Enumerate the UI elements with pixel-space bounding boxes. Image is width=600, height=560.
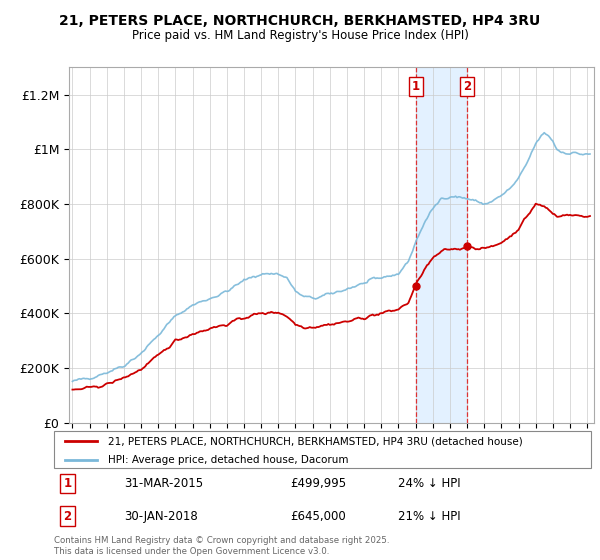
Text: 1: 1 xyxy=(412,80,419,94)
Text: 2: 2 xyxy=(64,510,71,523)
Text: £645,000: £645,000 xyxy=(290,510,346,523)
Text: 21, PETERS PLACE, NORTHCHURCH, BERKHAMSTED, HP4 3RU: 21, PETERS PLACE, NORTHCHURCH, BERKHAMST… xyxy=(59,14,541,28)
Text: 30-JAN-2018: 30-JAN-2018 xyxy=(124,510,197,523)
Text: 21, PETERS PLACE, NORTHCHURCH, BERKHAMSTED, HP4 3RU (detached house): 21, PETERS PLACE, NORTHCHURCH, BERKHAMST… xyxy=(108,436,523,446)
Text: £499,995: £499,995 xyxy=(290,477,346,490)
Text: Price paid vs. HM Land Registry's House Price Index (HPI): Price paid vs. HM Land Registry's House … xyxy=(131,29,469,42)
Bar xyxy=(416,67,467,423)
Text: 1: 1 xyxy=(64,477,71,490)
Text: 2: 2 xyxy=(463,80,471,94)
Text: HPI: Average price, detached house, Dacorum: HPI: Average price, detached house, Daco… xyxy=(108,455,348,465)
Text: 31-MAR-2015: 31-MAR-2015 xyxy=(124,477,203,490)
Text: 24% ↓ HPI: 24% ↓ HPI xyxy=(398,477,460,490)
Text: 21% ↓ HPI: 21% ↓ HPI xyxy=(398,510,460,523)
FancyBboxPatch shape xyxy=(54,431,591,468)
Text: Contains HM Land Registry data © Crown copyright and database right 2025.
This d: Contains HM Land Registry data © Crown c… xyxy=(54,536,389,556)
